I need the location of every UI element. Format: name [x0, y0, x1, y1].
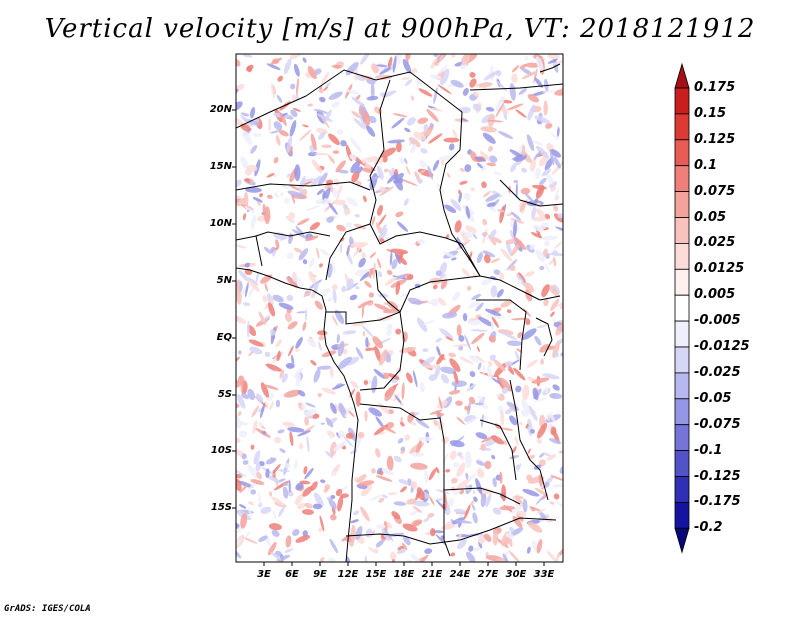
colorbar-swatch — [674, 476, 690, 503]
lon-label-3e: 3E — [257, 569, 271, 580]
colorbar-label: -0.2 — [694, 520, 723, 536]
colorbar-swatch — [674, 294, 690, 322]
credit-text: GrADS: IGES/COLA — [4, 604, 91, 614]
colorbar — [674, 62, 690, 554]
lon-label-27e: 27E — [477, 569, 499, 580]
lon-label-18e: 18E — [393, 569, 415, 580]
lon-label-15e: 15E — [365, 569, 387, 580]
lat-label-5n: 5N — [216, 275, 232, 286]
colorbar-swatch — [674, 139, 690, 167]
colorbar-swatch — [674, 217, 690, 244]
map-frame — [235, 53, 564, 563]
colorbar-label: -0.0125 — [694, 339, 750, 354]
colorbar-label: 0.0125 — [694, 261, 745, 277]
colorbar-label: 0.025 — [694, 235, 736, 251]
lat-label-20n: 20N — [209, 104, 232, 115]
colorbar-label: -0.1 — [694, 442, 723, 458]
lon-label-6e: 6E — [285, 569, 299, 580]
colorbar-label: -0.025 — [694, 364, 741, 380]
colorbar-swatch — [674, 87, 690, 115]
colorbar-swatch — [674, 424, 690, 452]
colorbar-swatch — [674, 372, 690, 400]
colorbar-swatch — [674, 527, 690, 554]
colorbar-swatch — [674, 165, 690, 192]
colorbar-label: -0.075 — [694, 416, 741, 432]
lat-label-5s: 5S — [217, 389, 232, 400]
colorbar-swatch — [674, 320, 690, 348]
lat-label-10n: 10N — [209, 218, 232, 229]
lon-label-9e: 9E — [313, 569, 327, 580]
colorbar-label: -0.005 — [694, 313, 741, 329]
lon-label-30e: 30E — [505, 569, 527, 580]
lon-label-33e: 33E — [533, 569, 555, 580]
lon-label-24e: 24E — [449, 569, 471, 580]
lon-label-21e: 21E — [421, 569, 443, 580]
axis-ticks — [232, 109, 545, 566]
colorbar-label: 0.1 — [694, 157, 718, 173]
country-borders — [236, 63, 563, 562]
colorbar-swatch — [674, 242, 690, 270]
colorbar-label: 0.005 — [694, 287, 736, 303]
colorbar-swatch — [674, 501, 690, 529]
lat-label-15s: 15S — [210, 502, 232, 513]
lat-label-10s: 10S — [210, 445, 232, 456]
colorbar-label: 0.15 — [694, 105, 727, 121]
colorbar-swatch — [674, 268, 690, 296]
colorbar-label: -0.125 — [694, 468, 741, 484]
lat-label-15n: 15N — [209, 161, 232, 172]
colorbar-swatch — [674, 62, 690, 89]
colorbar-label: 0.075 — [694, 183, 736, 199]
colorbar-swatch — [674, 113, 690, 141]
colorbar-label: -0.175 — [694, 494, 741, 510]
colorbar-label: 0.175 — [694, 80, 736, 95]
map-title: Vertical velocity [m/s] at 900hPa, VT: 2… — [44, 14, 756, 44]
colorbar-swatch — [674, 346, 690, 374]
colorbar-swatch — [674, 450, 690, 477]
colorbar-label: -0.05 — [694, 390, 732, 406]
lat-label-eq: EQ — [216, 332, 232, 343]
lon-label-12e: 12E — [337, 569, 359, 580]
colorbar-swatch — [674, 398, 690, 426]
colorbar-label: 0.125 — [694, 131, 736, 147]
colorbar-label: 0.05 — [694, 209, 727, 225]
colorbar-swatch — [674, 191, 690, 218]
